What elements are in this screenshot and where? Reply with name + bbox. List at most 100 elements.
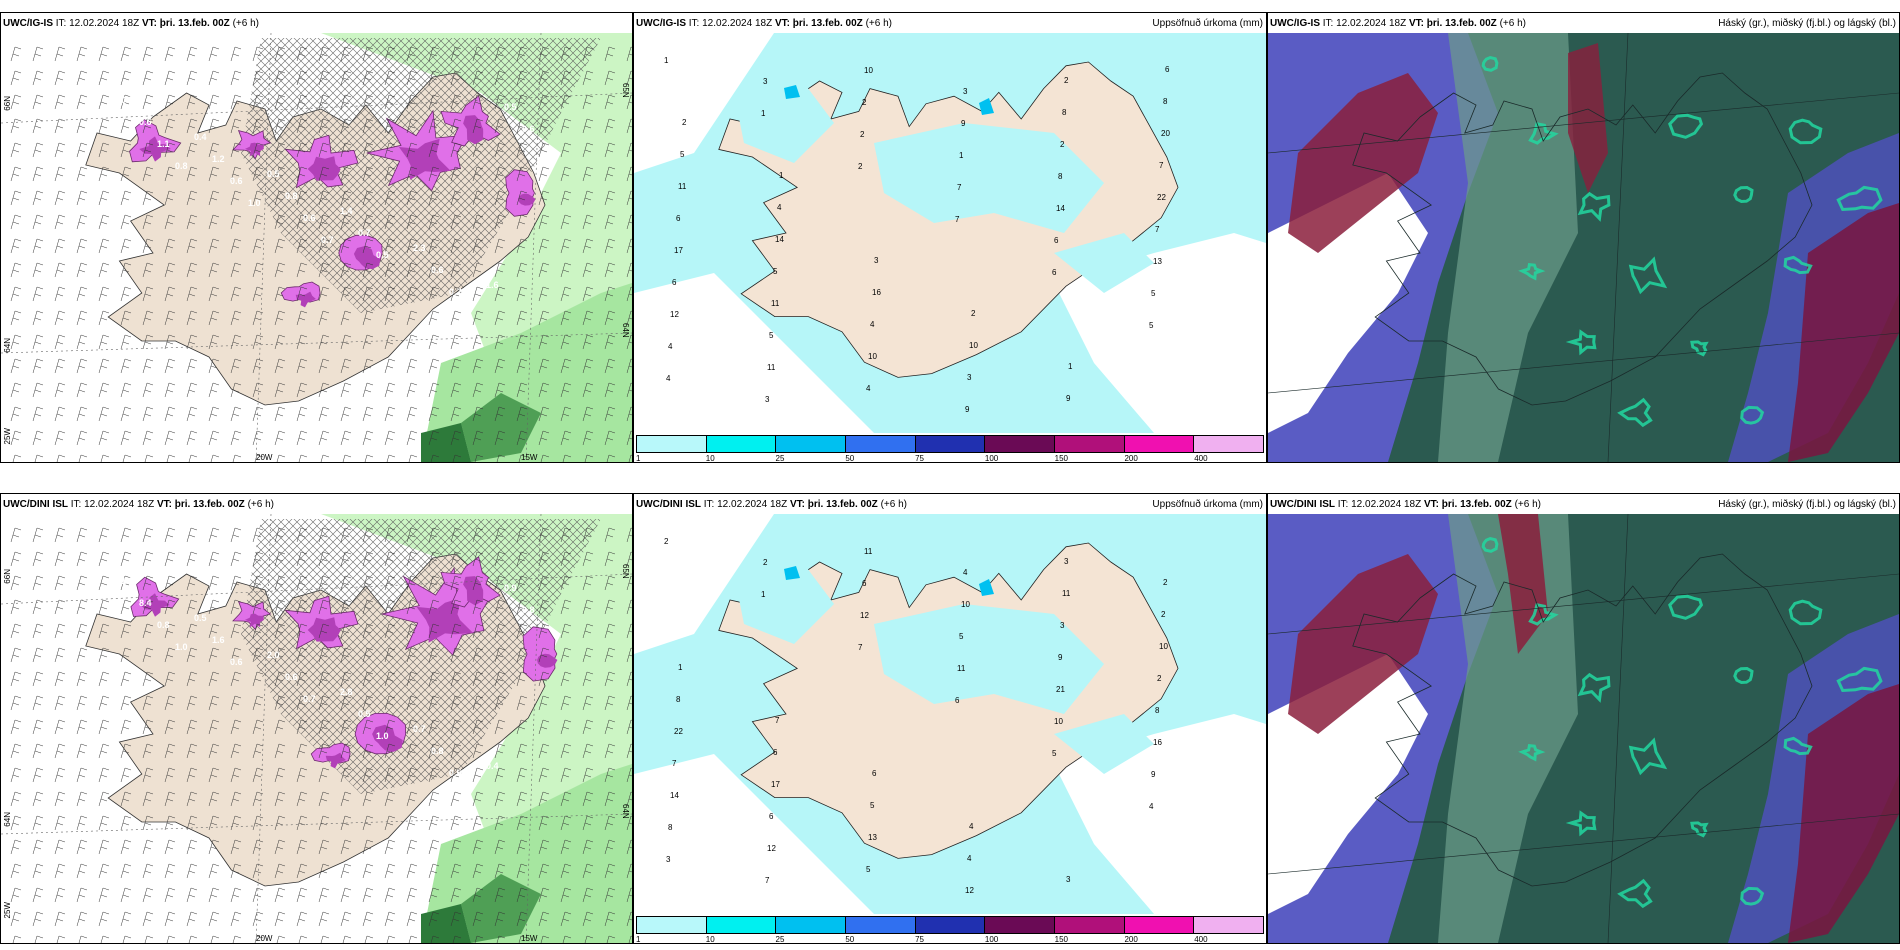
panel-snow-top: UWC/IG-IS IT: 12.02.2024 18Z VT: þri. 13… <box>0 12 633 463</box>
wind-barb <box>318 94 330 110</box>
wind-barb <box>516 286 528 302</box>
wind-barb <box>252 767 264 783</box>
snow-core <box>140 593 170 617</box>
panel-header: UWC/DINI ISL IT: 12.02.2024 18Z VT: þri.… <box>1270 499 1541 510</box>
wind-barb <box>626 382 632 398</box>
wind-barb <box>560 262 572 278</box>
wind-barb <box>406 887 418 903</box>
wind-barb <box>538 358 550 374</box>
wind-barb <box>406 791 418 807</box>
wind-barb <box>606 454 616 462</box>
precip-value-label: 6 <box>1054 236 1059 245</box>
wind-barb <box>296 238 308 254</box>
snow-value-label: 0.5 <box>376 250 389 260</box>
wind-barb <box>318 286 330 302</box>
precip-value-label: 2 <box>664 537 669 546</box>
wind-barb <box>32 911 44 927</box>
wind-barb <box>516 887 528 903</box>
wind-barb <box>230 551 242 567</box>
precip-value-label: 12 <box>670 310 679 319</box>
wind-barb <box>274 863 286 879</box>
wind-barb <box>450 358 462 374</box>
wind-barb <box>76 310 88 326</box>
precip-value-label: 4 <box>969 822 974 831</box>
wind-barb <box>32 142 44 158</box>
cloud-map[interactable] <box>1268 514 1899 943</box>
wind-barb <box>142 142 154 158</box>
lon-line <box>255 33 542 462</box>
precip-value-label: 10 <box>969 341 978 350</box>
wind-barb <box>494 695 506 711</box>
panel-variable-title: Háský (gr.), miðský (fj.bl.) og lágský (… <box>1718 499 1896 510</box>
wind-barb <box>32 887 44 903</box>
wind-barb <box>32 767 44 783</box>
precip-map[interactable]: 1 1 2 7 6 5 4 3 2 7 6 5 4 3 2 1 14 13 12 11 10 9 8 7 6 5 4 3 2 22 17 11… <box>634 33 1266 433</box>
wind-barb <box>252 94 264 110</box>
wind-barb <box>494 719 506 735</box>
precip-value-label: 2 <box>858 162 863 171</box>
wind-barb <box>472 695 484 711</box>
wind-barb <box>54 190 66 206</box>
wind-barb <box>296 94 308 110</box>
wind-barb <box>120 382 132 398</box>
colorbar-segment <box>914 916 985 934</box>
wind-barb <box>186 334 198 350</box>
wind-barb <box>582 382 594 398</box>
wind-barb <box>604 430 616 446</box>
cloud-contour <box>1577 672 1611 703</box>
wind-barb <box>340 94 352 110</box>
wind-barb <box>274 839 286 855</box>
wind-barb <box>626 406 632 422</box>
wind-barb <box>10 430 22 446</box>
wind-barb <box>296 70 308 86</box>
wind-barb <box>296 262 308 278</box>
wind-barb <box>10 527 22 543</box>
snow-map[interactable]: 1.0 0.5 2.0 2.8 0.7 0.4 8.4 1.6 0.6 0.5 0.8 0.9 0.8 0… <box>1 514 632 943</box>
colorbar-tick-label: 100 <box>984 935 999 944</box>
wind-barb <box>164 599 176 615</box>
colorbar-segment <box>914 435 985 453</box>
wind-barb <box>604 214 616 230</box>
wind-barb <box>10 767 22 783</box>
precip-value-label: 7 <box>672 759 677 768</box>
precip-value-label: 5 <box>773 267 778 276</box>
wind-barb <box>318 863 330 879</box>
wind-barb <box>560 142 572 158</box>
wind-barb <box>274 647 286 663</box>
wind-barb <box>32 358 44 374</box>
colorbar-tick-label: 200 <box>1124 935 1138 944</box>
wind-barb <box>32 406 44 422</box>
wind-barb <box>340 358 352 374</box>
precip-value-label: 8 <box>1155 706 1160 715</box>
wind-barb <box>406 743 418 759</box>
wind-barb <box>10 551 22 567</box>
wind-barb <box>54 358 66 374</box>
wind-barb <box>98 286 110 302</box>
wind-barb <box>340 647 352 663</box>
cloud-contour <box>1788 599 1823 626</box>
wind-barb <box>560 647 572 663</box>
wind-barb <box>296 647 308 663</box>
wind-barb <box>120 815 132 831</box>
wind-barb <box>164 430 176 446</box>
cloud-map[interactable] <box>1268 33 1899 462</box>
wind-barb <box>164 791 176 807</box>
wind-barb <box>626 94 632 110</box>
cloud-contour <box>1565 329 1597 356</box>
precip-value-label: 10 <box>1159 642 1168 651</box>
wind-barb <box>274 94 286 110</box>
precip-map[interactable]: 2 1 7 6 5 4 3 2 12 11 10 9 8 7 6 5 21 16 14 12 11 10 9 8 7 6 5 4 3 2 2… <box>634 514 1266 914</box>
lon-line <box>255 514 542 943</box>
wind-barb <box>494 382 506 398</box>
wind-barb <box>362 767 374 783</box>
lat-label: 25W <box>3 902 12 919</box>
wind-barb <box>296 911 308 927</box>
wind-barb <box>538 767 550 783</box>
snow-map[interactable]: 0.9 0.4 0.5 1.4 2.3 1.6 0.6 1.2 0.8 0.7 0.6 0.5 1.1 0… <box>1 33 632 462</box>
wind-barb <box>604 382 616 398</box>
snow-value-label: 1.4 <box>340 206 353 216</box>
wind-barb <box>428 286 440 302</box>
wind-barb <box>230 310 242 326</box>
wind-barb <box>516 767 528 783</box>
wind-barb <box>186 310 198 326</box>
